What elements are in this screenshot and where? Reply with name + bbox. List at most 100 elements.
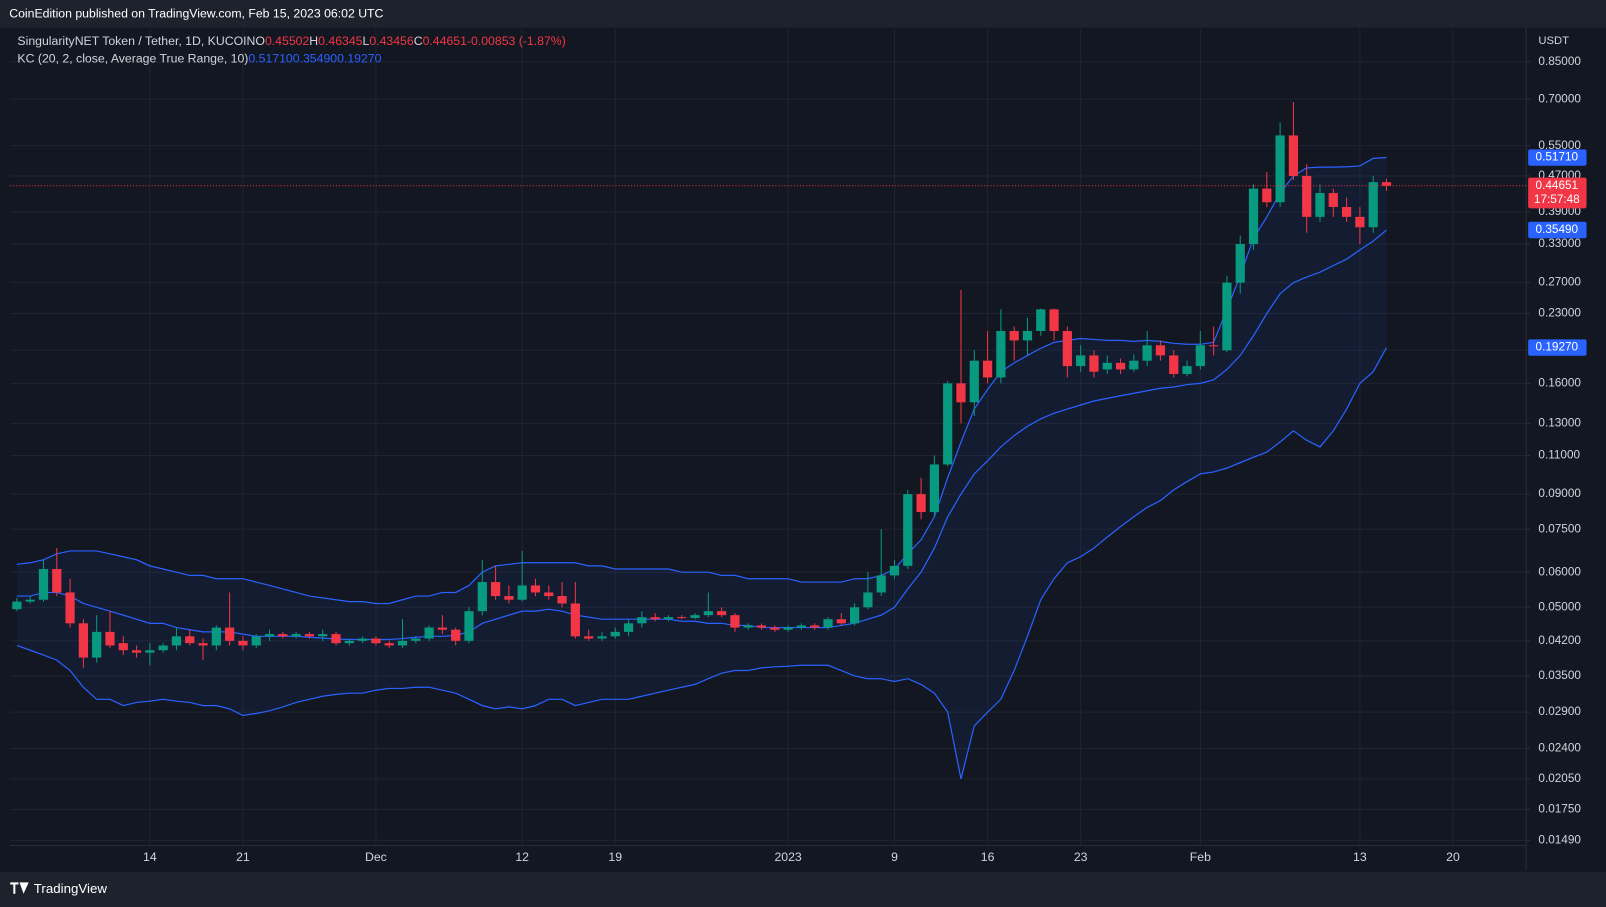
indicator-value: 0.35490: [293, 52, 338, 66]
candle-body: [384, 643, 394, 646]
candle-body: [1248, 188, 1259, 245]
ohlc-key: L: [363, 34, 370, 48]
y-tick-label: 0.27000: [1538, 276, 1581, 289]
candle-body: [358, 638, 368, 641]
x-tick-label: 2023: [774, 850, 801, 864]
candle-body: [1102, 362, 1112, 370]
change: -0.00853 (-1.87%): [467, 34, 566, 48]
price-badge: [1528, 177, 1587, 209]
candle-body: [756, 625, 767, 628]
price-badge-label: 0.51710: [1536, 151, 1579, 164]
candle-body: [1368, 182, 1378, 228]
candle-body: [1062, 331, 1072, 367]
candle-body: [810, 625, 820, 628]
price-badge: [1528, 221, 1587, 239]
candle-body: [929, 464, 939, 513]
candle-body: [145, 650, 155, 653]
candle-body: [1355, 216, 1365, 228]
candle-body: [12, 601, 22, 610]
kc-line: [16, 156, 1387, 605]
x-tick-label: 12: [515, 850, 529, 864]
y-tick-label: 0.85000: [1538, 55, 1581, 68]
candle-body: [105, 631, 115, 646]
candle-body: [211, 627, 221, 646]
x-tick-label: 19: [608, 850, 622, 864]
candle-body: [677, 617, 687, 619]
candle-body: [424, 627, 434, 639]
y-tick-label: 0.11000: [1538, 449, 1580, 462]
candle-body: [1009, 331, 1019, 341]
ohlc-value: 0.45502: [265, 34, 310, 48]
candle-body: [318, 634, 328, 637]
y-tick-label: 0.02400: [1538, 742, 1581, 755]
candle-body: [1275, 135, 1285, 203]
kc-line: [16, 229, 1387, 641]
y-tick-label: 0.05000: [1538, 600, 1581, 613]
ohlc-value: 0.44651: [423, 34, 468, 48]
candle-body: [1288, 135, 1299, 176]
candle-body: [517, 585, 527, 600]
candle-body: [1328, 193, 1338, 207]
price-badge-countdown: 17:57:48: [1534, 193, 1580, 206]
candle-body: [171, 636, 182, 646]
candle-body: [703, 611, 713, 616]
candle-body: [131, 650, 142, 653]
candle-body: [889, 565, 900, 576]
candle-body: [1129, 360, 1139, 370]
candle-body: [663, 617, 674, 620]
candle-body: [198, 643, 208, 646]
x-tick-label: 16: [981, 850, 995, 864]
candle-body: [464, 611, 474, 641]
candle-body: [1036, 309, 1046, 332]
y-tick-label: 0.09000: [1538, 487, 1581, 500]
candle-body: [25, 599, 35, 602]
candle-body: [530, 585, 541, 593]
indicator-name: KC (20, 2, close, Average True Range, 10…: [17, 52, 248, 66]
y-tick-label: 0.70000: [1538, 92, 1581, 105]
candle-body: [1089, 355, 1099, 372]
candle-body: [92, 631, 102, 658]
candle-body: [1302, 175, 1312, 217]
kc-line: [16, 347, 1388, 780]
candle-body: [1049, 309, 1059, 332]
candle-body: [637, 617, 647, 624]
candle-body: [1182, 366, 1192, 374]
candle-body: [504, 596, 514, 600]
candle-body: [650, 617, 660, 620]
x-tick-label: 14: [143, 850, 157, 864]
candle-body: [597, 636, 607, 639]
y-tick-label: 0.01490: [1538, 833, 1581, 846]
candle-body: [717, 611, 727, 616]
y-tick-label: 0.04200: [1538, 634, 1581, 647]
candle-body: [823, 619, 833, 628]
candle-body: [344, 640, 354, 644]
candle-body: [916, 494, 926, 513]
candle-body: [1115, 362, 1126, 370]
candle-body: [1262, 188, 1272, 203]
candle-body: [1195, 345, 1205, 367]
channel-fill: [16, 157, 1387, 779]
candle-body: [38, 568, 49, 600]
candle-body: [783, 627, 793, 630]
indicator-value: 0.51710: [248, 52, 293, 66]
y-tick-label: 0.06000: [1538, 565, 1581, 578]
candle-body: [836, 619, 846, 624]
price-badge-label: 0.19270: [1536, 341, 1579, 354]
x-tick-label: Dec: [365, 850, 387, 864]
y-tick-label: 0.02900: [1538, 705, 1581, 718]
candle-body: [1142, 345, 1152, 361]
candle-body: [730, 615, 740, 628]
x-tick-label: 13: [1353, 850, 1367, 864]
candle-body: [1155, 345, 1166, 356]
candle-body: [65, 592, 75, 624]
x-tick-label: 20: [1446, 850, 1460, 864]
candle-body: [477, 582, 487, 612]
candle-body: [557, 596, 567, 604]
ohlc-value: 0.46345: [318, 34, 363, 48]
candle-body: [610, 631, 620, 637]
candle-body: [158, 645, 168, 651]
candle-body: [570, 603, 580, 637]
candle-body: [849, 607, 860, 624]
candle-body: [982, 360, 993, 378]
